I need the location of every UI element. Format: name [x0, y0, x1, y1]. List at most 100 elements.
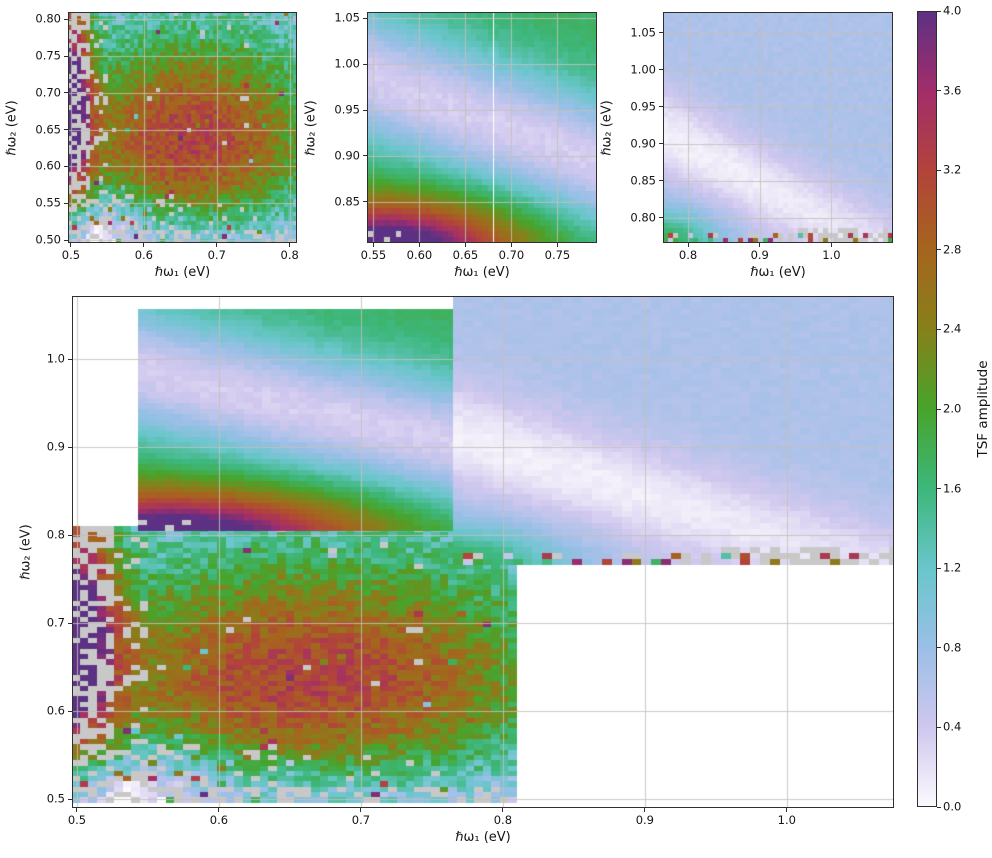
heatmap-canvas-top-right — [663, 12, 893, 243]
x-tick-mark — [464, 243, 466, 247]
y-axis-label: ℏω₂ (eV) — [4, 99, 20, 156]
y-tick-label: 1.00 — [334, 56, 360, 71]
colorbar-tick-mark — [937, 567, 941, 569]
y-axis-label: ℏω₂ (eV) — [18, 524, 34, 580]
y-tick-label: 0.6 — [46, 703, 65, 718]
y-tick-mark — [64, 239, 68, 241]
heatmap-canvas-top-middle — [367, 12, 597, 243]
x-tick-mark — [786, 808, 788, 812]
x-tick-mark — [556, 243, 558, 247]
y-tick-mark — [64, 202, 68, 204]
x-tick-label: 0.60 — [406, 248, 433, 262]
x-tick-mark — [759, 243, 761, 247]
x-tick-mark — [216, 243, 218, 247]
y-tick-mark — [363, 201, 367, 203]
x-tick-label: 0.5 — [67, 813, 87, 827]
x-tick-label: 0.5 — [61, 248, 81, 262]
y-tick-label: 0.85 — [630, 173, 656, 188]
colorbar-label: TSF amplitude — [975, 360, 991, 458]
y-tick-label: 0.8 — [46, 527, 65, 542]
y-tick-mark — [68, 798, 72, 800]
colorbar-tick-mark — [937, 806, 941, 808]
colorbar-tick-label: 3.6 — [943, 82, 962, 97]
colorbar-tick-mark — [937, 10, 941, 12]
y-tick-label: 0.60 — [35, 158, 61, 173]
colorbar-tick-mark — [937, 169, 941, 171]
x-tick-label: 0.6 — [134, 248, 153, 262]
x-tick-mark — [687, 243, 689, 247]
x-tick-mark — [360, 808, 362, 812]
y-tick-label: 0.95 — [630, 99, 656, 114]
colorbar-tick-label: 2.4 — [943, 321, 962, 336]
y-tick-mark — [64, 129, 68, 131]
heatmap-panel-top-left: ℏω₁ (eV) ℏω₂ (eV) 0.5 0.6 0.7 0.8 0.50 0.55 0.… — [5, 12, 299, 280]
colorbar-tick-label: 3.2 — [943, 162, 962, 177]
y-tick-mark — [68, 710, 72, 712]
x-tick-label: 0.8 — [678, 248, 698, 262]
x-tick-mark — [143, 243, 145, 247]
y-tick-label: 0.80 — [35, 11, 61, 26]
y-tick-label: 0.95 — [334, 102, 360, 117]
y-tick-mark — [68, 534, 72, 536]
colorbar-tick-label: 1.6 — [943, 480, 962, 495]
x-tick-mark — [644, 808, 646, 812]
heatmap-canvas-main — [72, 296, 894, 808]
x-tick-mark — [76, 808, 78, 812]
x-axis-label: ℏω₁ (eV) — [154, 265, 211, 280]
x-tick-label: 0.75 — [544, 248, 571, 262]
y-tick-mark — [659, 69, 663, 71]
y-axis-label: ℏω₂ (eV) — [303, 99, 319, 156]
x-tick-mark — [218, 808, 220, 812]
y-tick-mark — [68, 622, 72, 624]
y-tick-label: 1.0 — [46, 351, 65, 366]
y-tick-label: 0.5 — [46, 791, 65, 806]
colorbar-tick-label: 0.0 — [943, 799, 962, 814]
colorbar-tick-mark — [937, 647, 941, 649]
y-axis-label: ℏω₂ (eV) — [599, 99, 615, 156]
colorbar: TSF amplitude 0.0 0.4 0.8 1.2 1.6 2.0 2.4 2.8 3.… — [917, 5, 991, 812]
y-tick-mark — [64, 55, 68, 57]
y-tick-mark — [64, 18, 68, 20]
colorbar-gradient — [917, 11, 937, 807]
x-tick-mark — [510, 243, 512, 247]
colorbar-tick-mark — [937, 328, 941, 330]
colorbar-tick-label: 2.8 — [943, 242, 962, 257]
y-tick-mark — [659, 32, 663, 34]
colorbar-tick-mark — [937, 488, 941, 490]
heatmap-panel-top-right: ℏω₁ (eV) ℏω₂ (eV) 0.8 0.9 1.0 0.80 0.85 0.90 0… — [600, 12, 893, 280]
y-tick-label: 0.90 — [334, 148, 360, 163]
y-tick-mark — [64, 92, 68, 94]
x-tick-label: 1.0 — [777, 813, 796, 827]
x-tick-label: 0.9 — [750, 248, 769, 262]
y-tick-label: 1.05 — [630, 24, 656, 39]
x-tick-label: 0.8 — [280, 248, 299, 262]
colorbar-tick-label: 1.2 — [943, 560, 962, 575]
y-tick-label: 0.85 — [334, 194, 360, 208]
y-tick-mark — [659, 106, 663, 108]
y-tick-label: 0.90 — [630, 136, 656, 151]
x-tick-label: 0.8 — [493, 813, 513, 827]
y-tick-mark — [363, 155, 367, 157]
x-tick-mark — [418, 243, 420, 247]
x-axis-label: ℏω₁ (eV) — [454, 265, 510, 280]
y-tick-mark — [363, 63, 367, 65]
y-tick-mark — [64, 165, 68, 167]
y-tick-label: 0.75 — [35, 48, 61, 63]
colorbar-tick-label: 0.4 — [943, 719, 962, 734]
colorbar-tick-label: 4.0 — [943, 3, 962, 18]
colorbar-tick-mark — [937, 90, 941, 92]
y-tick-mark — [363, 109, 367, 111]
x-tick-label: 0.70 — [498, 248, 525, 262]
y-tick-mark — [68, 446, 72, 448]
y-tick-label: 0.80 — [630, 210, 656, 225]
y-tick-label: 0.65 — [35, 121, 61, 136]
colorbar-tick-mark — [937, 726, 941, 728]
y-tick-label: 1.05 — [334, 10, 360, 25]
y-tick-label: 0.70 — [35, 85, 61, 100]
x-tick-mark — [502, 808, 504, 812]
y-tick-mark — [363, 17, 367, 19]
y-tick-mark — [659, 180, 663, 182]
y-tick-label: 0.55 — [35, 195, 61, 210]
x-tick-mark — [289, 243, 291, 247]
